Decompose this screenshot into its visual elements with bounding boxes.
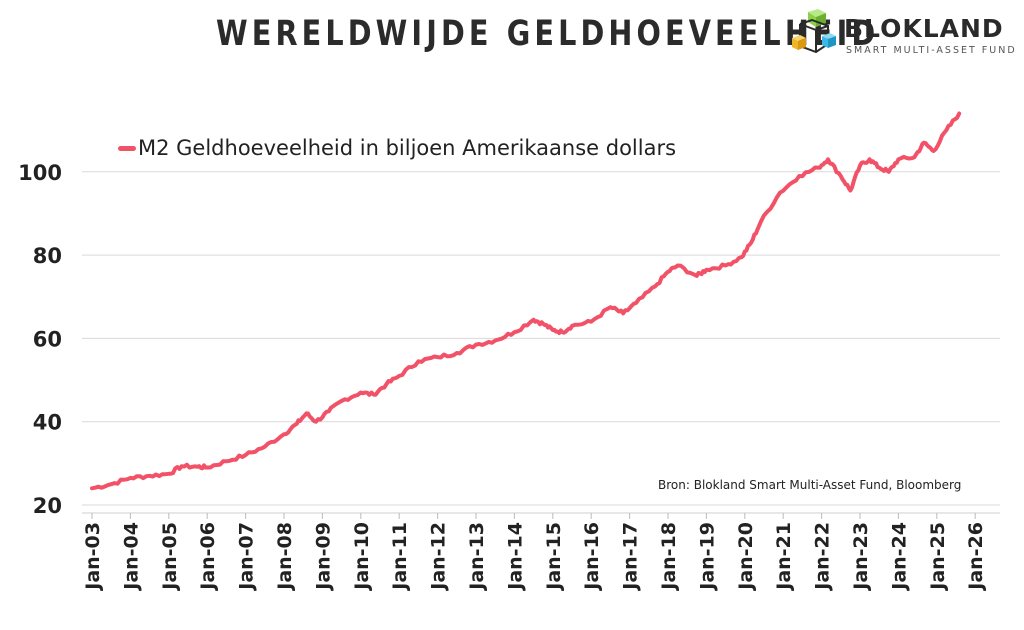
source-note: Bron: Blokland Smart Multi-Asset Fund, B… <box>658 478 962 492</box>
legend-swatch <box>118 145 136 151</box>
logo-subtitle: SMART MULTI-ASSET FUND <box>846 45 1017 56</box>
x-tick-label: Jan-14 <box>504 522 526 592</box>
legend-label: M2 Geldhoeveelheid in biljoen Amerikaans… <box>138 136 677 160</box>
cube-logo-icon <box>792 9 836 54</box>
x-tick-label: Jan-06 <box>197 522 219 592</box>
x-tick-label: Jan-20 <box>735 522 757 592</box>
y-tick-label: 20 <box>33 494 62 518</box>
series-line-m2 <box>90 111 962 491</box>
logo-name: BLOKLAND <box>844 14 1004 43</box>
x-tick-label: Jan-12 <box>428 522 450 592</box>
x-tick-label: Jan-16 <box>581 522 603 592</box>
x-tick-label: Jan-13 <box>466 522 488 592</box>
y-tick-label: 40 <box>33 411 62 435</box>
x-tick-label: Jan-18 <box>658 522 680 592</box>
x-tick-label: Jan-08 <box>274 522 296 592</box>
x-axis: Jan-03 Jan-04 Jan-05 Jan-06 Jan-07 Jan-08 Jan-… <box>82 513 987 592</box>
x-tick-label: Jan-19 <box>696 522 718 592</box>
chart-title: WERELDWIJDE GELDHOEVEELHEID <box>216 14 880 54</box>
x-tick-label: Jan-15 <box>543 522 565 592</box>
x-tick-label: Jan-21 <box>773 522 795 592</box>
legend: M2 Geldhoeveelheid in biljoen Amerikaans… <box>118 136 676 160</box>
x-tick-label: Jan-09 <box>312 522 334 592</box>
x-tick-label: Jan-22 <box>812 522 834 592</box>
x-tick-label: Jan-04 <box>120 522 142 592</box>
gridlines <box>82 171 1000 514</box>
x-tick-label: Jan-05 <box>159 522 181 592</box>
x-tick-label: Jan-17 <box>620 522 642 592</box>
x-tick-label: Jan-10 <box>351 522 373 592</box>
y-tick-label: 100 <box>18 161 62 185</box>
x-tick-label: Jan-26 <box>965 522 987 592</box>
x-tick-label: Jan-25 <box>927 522 949 592</box>
y-tick-label: 80 <box>33 244 62 268</box>
x-tick-label: Jan-24 <box>888 522 910 592</box>
brand-logo: BLOKLAND SMART MULTI-ASSET FUND <box>788 8 1018 60</box>
x-tick-label: Jan-23 <box>850 522 872 592</box>
series-layer <box>90 111 962 491</box>
x-tick-label: Jan-07 <box>236 522 258 592</box>
x-tick-label: Jan-03 <box>82 522 104 592</box>
y-tick-label: 60 <box>33 327 62 351</box>
y-axis: 20 40 60 80 100 <box>18 161 62 518</box>
x-tick-label: Jan-11 <box>389 522 411 592</box>
